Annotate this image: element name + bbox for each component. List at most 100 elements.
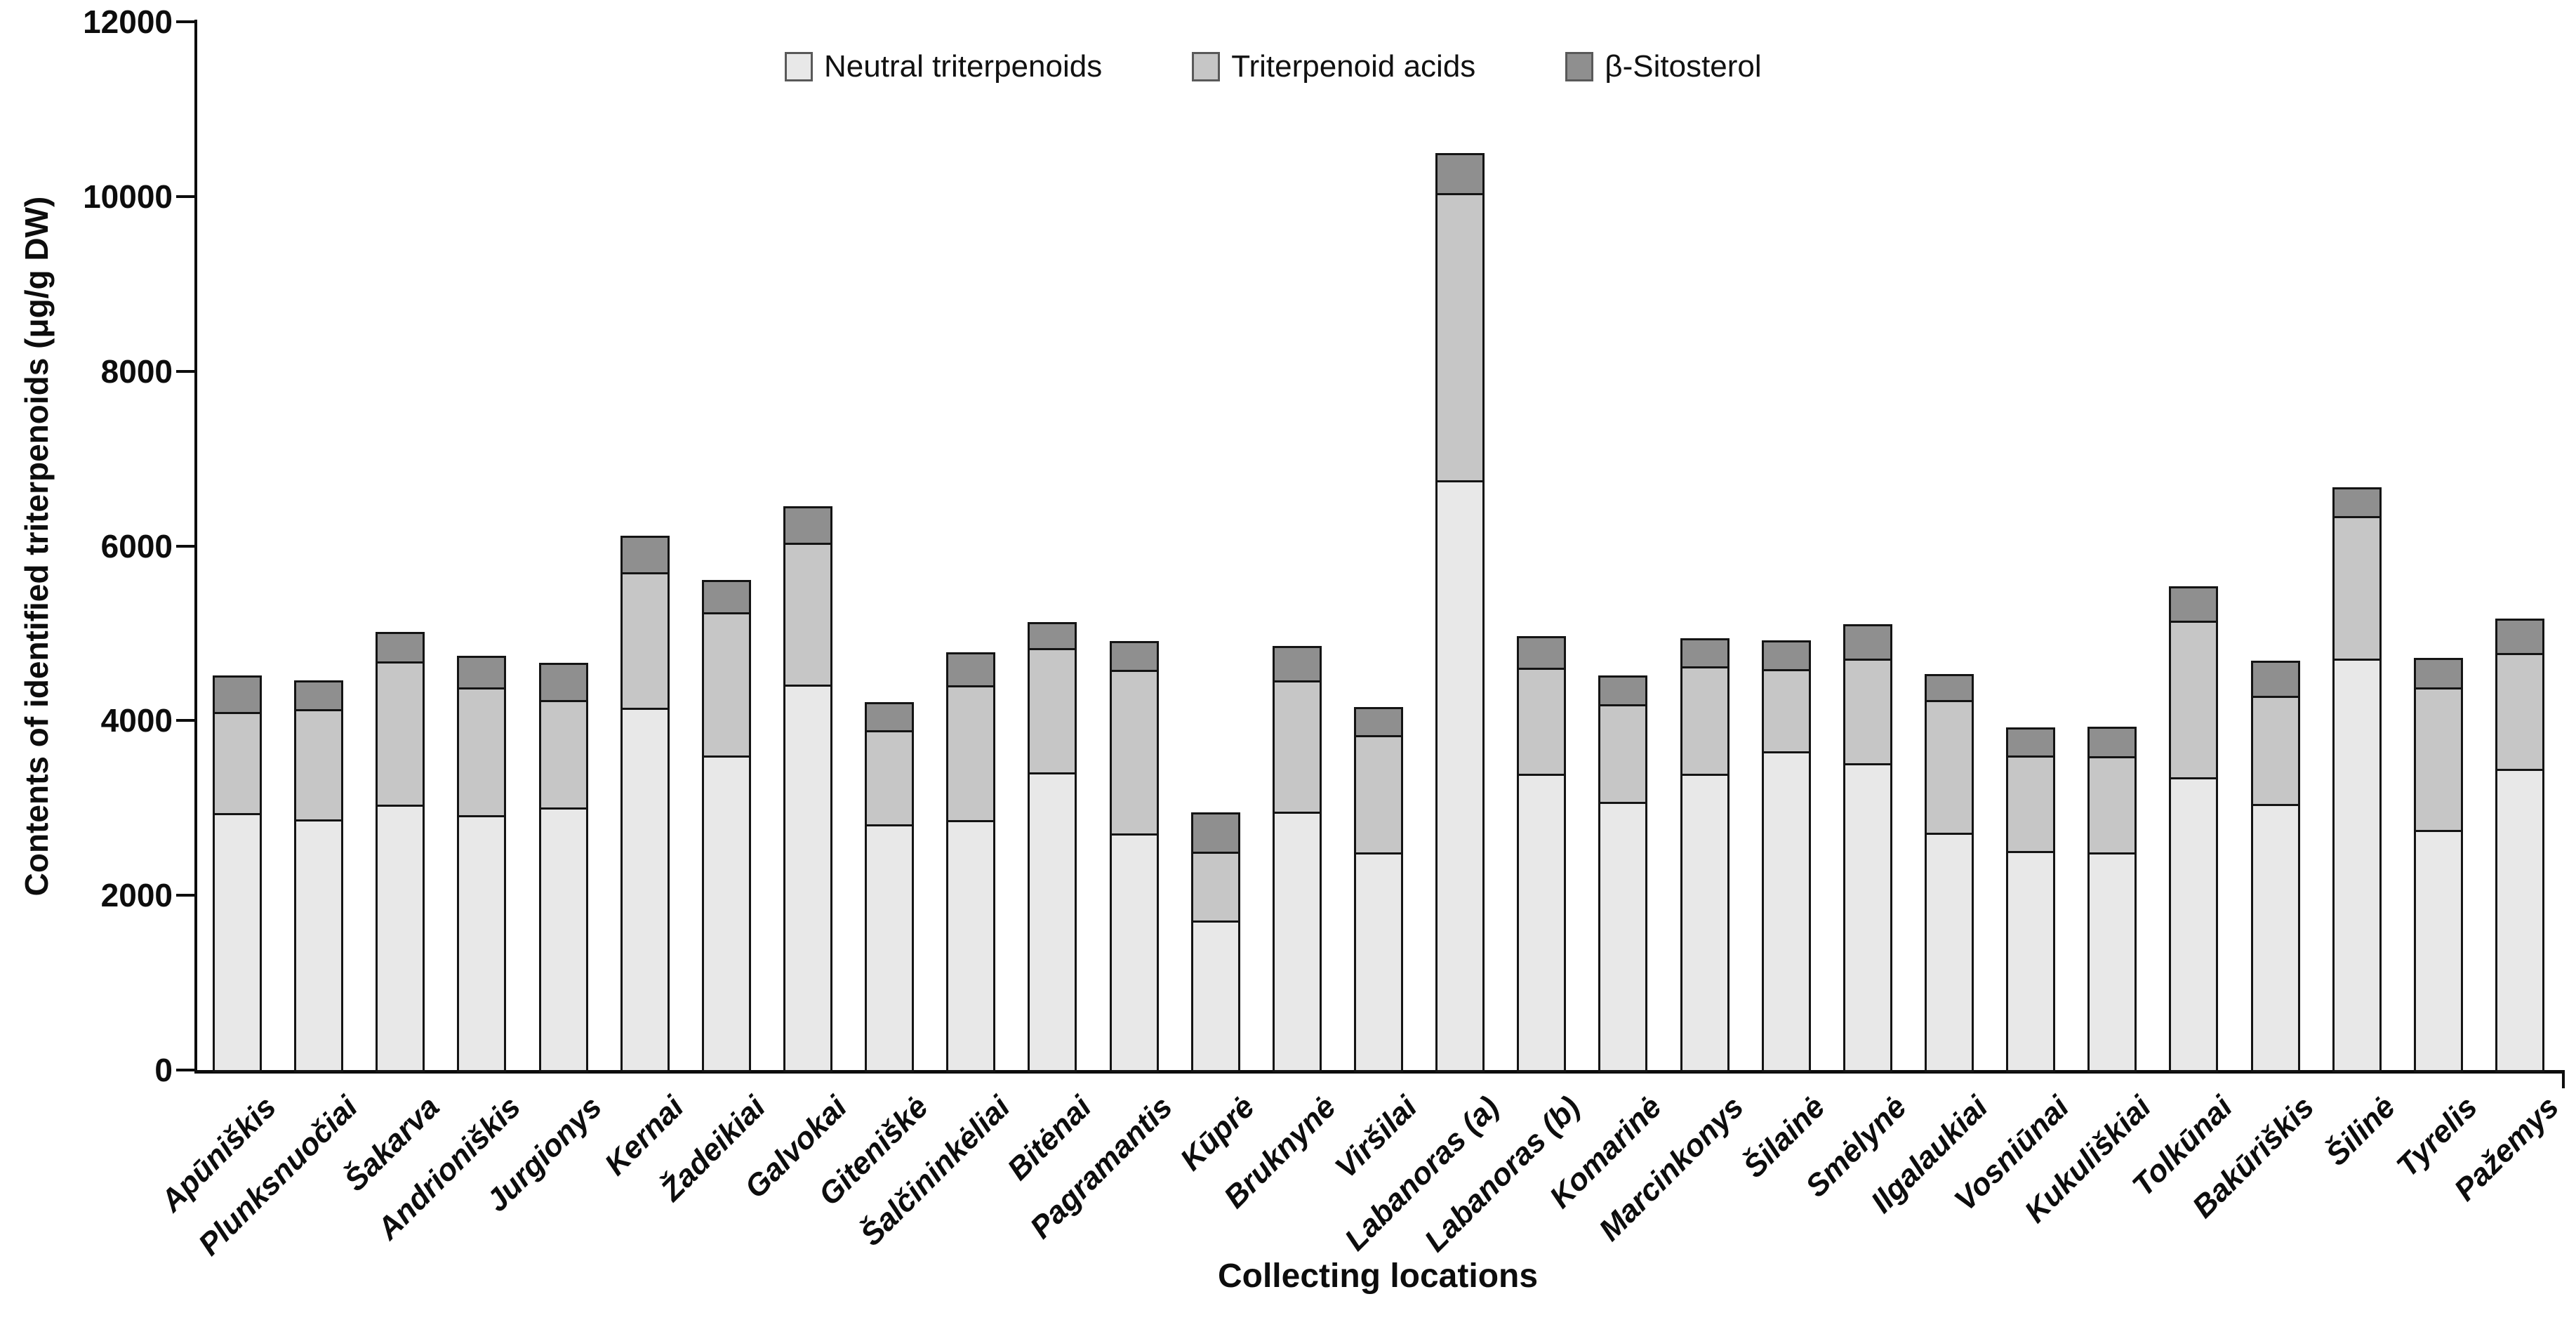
bar-segment [2332,487,2382,518]
bar-segment [376,632,425,664]
bar-segment [1354,735,1403,854]
y-tick-label: 8000 [100,352,173,390]
legend-item-triterpenoid-acids: Triterpenoid acids [1192,49,1475,84]
bar-segment [213,675,263,714]
bar-segment [1435,480,1485,1072]
bar-17 [1517,636,1567,1072]
bar-segment [294,709,344,821]
x-category-label: Šilinė [2319,1090,2403,1173]
bar-22 [1924,674,1974,1072]
bar-segment [865,730,915,826]
bar-4 [457,656,507,1072]
bar-11 [1028,622,1077,1072]
bar-segment [1761,640,1811,671]
legend-swatch-triterpenoid-acids [1192,52,1221,81]
bar-segment [1598,802,1648,1072]
bar-12 [1109,641,1159,1072]
bar-segment [2413,687,2463,832]
bar-segment [1109,833,1159,1072]
bar-segment [538,663,588,702]
bar-segment [1190,812,1240,854]
bar-segment [946,652,996,687]
bar-segment [865,824,915,1072]
y-tick [176,544,194,548]
y-axis-title: Contents of identified triterpenoids (μg… [18,196,55,897]
bar-segment [1517,774,1567,1072]
bar-6 [620,536,670,1072]
bar-segment [1924,674,1974,702]
bar-segment [1354,707,1403,737]
bar-segment [294,819,344,1072]
bar-26 [2250,661,2300,1072]
bar-segment [2006,727,2056,758]
bar-14 [1272,646,1322,1072]
legend: Neutral triterpenoids Triterpenoid acids… [785,49,1762,84]
bar-29 [2495,619,2544,1072]
y-tick-label: 12000 [83,4,173,40]
bar-1 [213,675,263,1072]
bar-segment [1761,669,1811,753]
bar-segment [2413,830,2463,1072]
legend-label: Neutral triterpenoids [824,49,1103,84]
bar-segment [701,612,751,758]
bar-segment [376,805,425,1072]
bar-segment [2087,756,2137,854]
bar-segment [946,685,996,822]
legend-label: β-Sitosterol [1605,49,1762,84]
bar-segment [1435,193,1485,482]
bar-segment [213,813,263,1072]
bar-segment [2006,755,2056,853]
bar-segment [1190,920,1240,1072]
bar-segment [1598,704,1648,804]
bar-segment [538,807,588,1072]
legend-swatch-neutral-triterpenoids [785,52,813,81]
bar-10 [946,652,996,1072]
legend-item-neutral-triterpenoids: Neutral triterpenoids [785,49,1102,84]
bar-segment [538,700,588,810]
bar-segment [620,536,670,574]
y-tick [176,194,194,198]
bar-segment [2169,621,2219,779]
bar-24 [2087,727,2137,1072]
bar-segment [783,685,833,1072]
bar-segment [1109,641,1159,672]
bar-segment [1272,646,1322,682]
y-tick-label: 0 [154,1052,173,1088]
bar-2 [294,680,344,1072]
bar-segment [620,708,670,1072]
bar-segment [1680,774,1729,1072]
bar-segment [1843,763,1892,1072]
bar-segment [1680,666,1729,776]
bar-segment [2087,727,2137,758]
bar-segment [783,543,833,687]
bar-segment [2332,516,2382,661]
bar-segment [865,702,915,732]
bar-8 [783,506,833,1072]
bar-segment [1028,622,1077,650]
bar-segment [213,712,263,815]
bar-segment [1028,648,1077,774]
bar-segment [1435,153,1485,195]
bar-segment [2250,804,2300,1072]
bar-segment [1190,852,1240,923]
bar-segment [783,506,833,545]
bar-segment [1598,675,1648,706]
bar-28 [2413,658,2463,1072]
y-axis-line [194,20,197,1073]
bar-segment [457,815,507,1072]
x-category-label: Pagramantis [1023,1090,1180,1246]
legend-label: Triterpenoid acids [1231,49,1476,84]
bar-19 [1680,638,1729,1072]
bar-segment [1517,668,1567,776]
bar-15 [1354,707,1403,1072]
bar-segment [1517,636,1567,670]
bar-3 [376,632,425,1072]
bar-21 [1843,624,1892,1072]
y-tick [176,719,194,722]
bar-23 [2006,727,2056,1072]
x-category-label: Marcinkonys [1592,1090,1751,1248]
y-tick-label: 4000 [100,702,173,739]
bar-segment [1354,852,1403,1072]
bar-27 [2332,487,2382,1072]
